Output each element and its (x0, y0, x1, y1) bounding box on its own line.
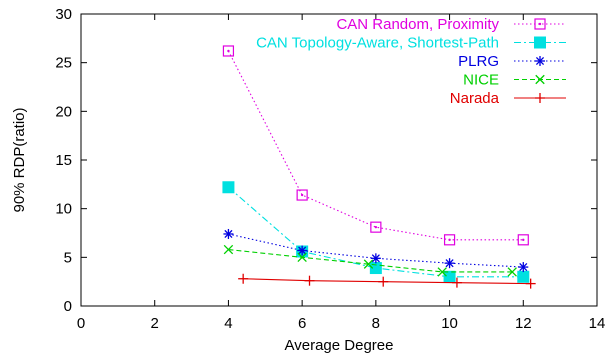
data-point (443, 270, 456, 283)
data-point (517, 234, 529, 246)
x-tick-label: 4 (224, 315, 232, 332)
y-tick-label: 10 (55, 201, 72, 218)
legend-entry: NICE (463, 72, 566, 89)
plot-frame (80, 13, 598, 307)
legend-marker (534, 18, 546, 30)
x-tick-label: 14 (589, 315, 606, 332)
data-point (297, 252, 307, 263)
y-axis-title: 90% RDP(ratio) (11, 107, 28, 212)
series-line (228, 186, 524, 278)
legend-marker (535, 56, 545, 66)
x-tick-label: 10 (441, 315, 458, 332)
legend-marker (535, 93, 545, 103)
data-point (437, 267, 447, 277)
data-point (507, 267, 517, 277)
data-point (223, 244, 234, 255)
data-point (304, 275, 315, 286)
data-point (517, 270, 530, 283)
series-line (228, 233, 524, 268)
data-point (444, 258, 455, 269)
data-point (451, 277, 462, 288)
data-point (297, 245, 308, 256)
y-tick-label: 20 (55, 103, 72, 120)
legend-entry: PLRG (458, 53, 566, 70)
legend-entry: CAN Random, Proximity (336, 16, 566, 33)
data-point (223, 228, 234, 239)
series-0 (222, 45, 529, 246)
legend-label: PLRG (458, 53, 499, 70)
data-point (238, 273, 249, 284)
x-tick-label: 2 (151, 315, 159, 332)
data-point (518, 262, 529, 273)
legend-label: NICE (463, 72, 499, 89)
series-2 (223, 228, 529, 273)
x-tick-label: 8 (372, 315, 380, 332)
data-point (222, 45, 235, 57)
y-tick-label: 0 (64, 298, 72, 315)
axis-ticks: 0 2 4 6 8 10 12 14 0 5 10 15 20 25 30 (55, 6, 605, 332)
y-tick-label: 30 (55, 6, 72, 23)
legend-entry: CAN Topology-Aware, Shortest-Path (256, 35, 566, 52)
legend-marker (535, 74, 545, 85)
y-tick-label: 5 (64, 249, 72, 266)
data-point (378, 276, 389, 287)
data-point (525, 278, 536, 289)
x-tick-label: 12 (515, 315, 532, 332)
data-point (296, 189, 308, 201)
data-point (370, 253, 381, 264)
data-point (443, 234, 456, 246)
series-3 (223, 244, 517, 277)
legend: CAN Random, Proximity CAN Topology-Aware,… (256, 16, 566, 107)
legend-entry: Narada (450, 90, 566, 107)
legend-label: Narada (450, 90, 500, 107)
legend-label: CAN Random, Proximity (336, 16, 499, 33)
y-tick-label: 25 (55, 55, 72, 72)
x-tick-label: 0 (77, 315, 85, 332)
x-axis-title: Average Degree (285, 337, 394, 354)
legend-marker (534, 36, 546, 49)
data-point (222, 181, 235, 194)
x-tick-label: 6 (298, 315, 306, 332)
data-point (363, 259, 374, 269)
data-point (370, 221, 382, 233)
legend-label: CAN Topology-Aware, Shortest-Path (256, 35, 499, 52)
series-4 (238, 273, 536, 289)
y-tick-label: 15 (55, 152, 72, 169)
series-layer (222, 45, 536, 289)
